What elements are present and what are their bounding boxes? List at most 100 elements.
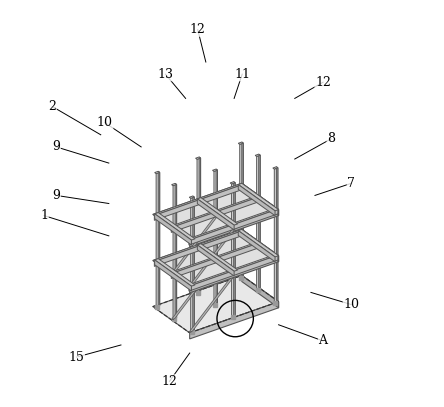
Polygon shape xyxy=(214,216,218,259)
Polygon shape xyxy=(155,258,195,286)
Polygon shape xyxy=(216,169,218,211)
Text: 7: 7 xyxy=(347,177,355,190)
Text: 9: 9 xyxy=(52,189,60,202)
Polygon shape xyxy=(234,274,235,316)
Polygon shape xyxy=(155,230,243,267)
Polygon shape xyxy=(171,262,218,320)
Polygon shape xyxy=(234,182,235,224)
Text: A: A xyxy=(318,335,328,348)
Polygon shape xyxy=(189,275,235,333)
Polygon shape xyxy=(190,210,278,247)
Polygon shape xyxy=(238,188,243,190)
Polygon shape xyxy=(158,171,160,214)
Polygon shape xyxy=(173,277,177,319)
Text: 12: 12 xyxy=(190,23,206,36)
Polygon shape xyxy=(170,241,260,274)
Polygon shape xyxy=(276,259,278,301)
Polygon shape xyxy=(238,183,278,211)
Polygon shape xyxy=(189,255,278,291)
Polygon shape xyxy=(191,197,194,240)
Polygon shape xyxy=(230,182,235,184)
Polygon shape xyxy=(242,234,243,276)
Polygon shape xyxy=(274,214,278,256)
Text: 2: 2 xyxy=(48,100,56,113)
Polygon shape xyxy=(273,259,278,261)
Polygon shape xyxy=(195,157,201,159)
Polygon shape xyxy=(175,184,177,226)
Polygon shape xyxy=(171,197,260,232)
Text: 15: 15 xyxy=(68,350,84,363)
Polygon shape xyxy=(197,244,238,271)
Polygon shape xyxy=(197,245,234,276)
Text: 8: 8 xyxy=(327,132,335,145)
Polygon shape xyxy=(155,184,243,220)
Polygon shape xyxy=(257,155,260,198)
Polygon shape xyxy=(153,183,278,241)
Polygon shape xyxy=(255,246,260,249)
Polygon shape xyxy=(257,247,260,290)
Polygon shape xyxy=(190,256,278,293)
Text: 13: 13 xyxy=(158,68,174,81)
Polygon shape xyxy=(274,260,278,302)
Polygon shape xyxy=(197,158,201,201)
Polygon shape xyxy=(230,228,235,230)
Polygon shape xyxy=(155,171,160,174)
Polygon shape xyxy=(234,228,235,270)
Polygon shape xyxy=(171,243,260,278)
Polygon shape xyxy=(170,195,260,228)
Polygon shape xyxy=(232,275,235,317)
Polygon shape xyxy=(242,188,243,230)
Polygon shape xyxy=(242,142,243,184)
Polygon shape xyxy=(175,230,177,272)
Polygon shape xyxy=(155,217,160,220)
Polygon shape xyxy=(155,260,191,291)
Polygon shape xyxy=(255,200,260,203)
Polygon shape xyxy=(153,183,243,215)
Polygon shape xyxy=(213,169,218,171)
Polygon shape xyxy=(214,262,218,305)
Polygon shape xyxy=(191,243,194,286)
Polygon shape xyxy=(175,276,177,318)
Polygon shape xyxy=(213,215,218,217)
Polygon shape xyxy=(199,157,201,199)
Polygon shape xyxy=(214,170,218,212)
Polygon shape xyxy=(242,230,278,262)
Polygon shape xyxy=(155,263,160,266)
Polygon shape xyxy=(191,289,194,332)
Polygon shape xyxy=(273,213,278,215)
Polygon shape xyxy=(153,230,278,287)
Polygon shape xyxy=(216,261,218,304)
Polygon shape xyxy=(197,198,238,225)
Polygon shape xyxy=(197,250,201,293)
Polygon shape xyxy=(274,168,278,210)
Polygon shape xyxy=(240,143,243,186)
Polygon shape xyxy=(171,184,177,186)
Polygon shape xyxy=(153,230,243,262)
Polygon shape xyxy=(156,219,160,261)
Polygon shape xyxy=(255,154,260,156)
Polygon shape xyxy=(273,167,278,169)
Polygon shape xyxy=(230,274,235,276)
Polygon shape xyxy=(158,217,160,260)
Polygon shape xyxy=(238,230,278,257)
Polygon shape xyxy=(155,214,191,245)
Text: 11: 11 xyxy=(234,68,250,81)
Polygon shape xyxy=(195,203,201,206)
Polygon shape xyxy=(190,302,278,339)
Polygon shape xyxy=(216,215,218,258)
Polygon shape xyxy=(238,231,275,262)
Polygon shape xyxy=(158,263,160,306)
Text: 1: 1 xyxy=(40,209,48,222)
Polygon shape xyxy=(259,154,260,197)
Polygon shape xyxy=(193,196,194,238)
Polygon shape xyxy=(187,254,278,286)
Polygon shape xyxy=(189,209,278,245)
Polygon shape xyxy=(238,234,243,236)
Polygon shape xyxy=(232,229,235,271)
Polygon shape xyxy=(171,276,177,278)
Polygon shape xyxy=(199,249,201,291)
Polygon shape xyxy=(259,246,260,289)
Polygon shape xyxy=(242,276,278,308)
Polygon shape xyxy=(257,201,260,244)
Polygon shape xyxy=(193,288,194,330)
